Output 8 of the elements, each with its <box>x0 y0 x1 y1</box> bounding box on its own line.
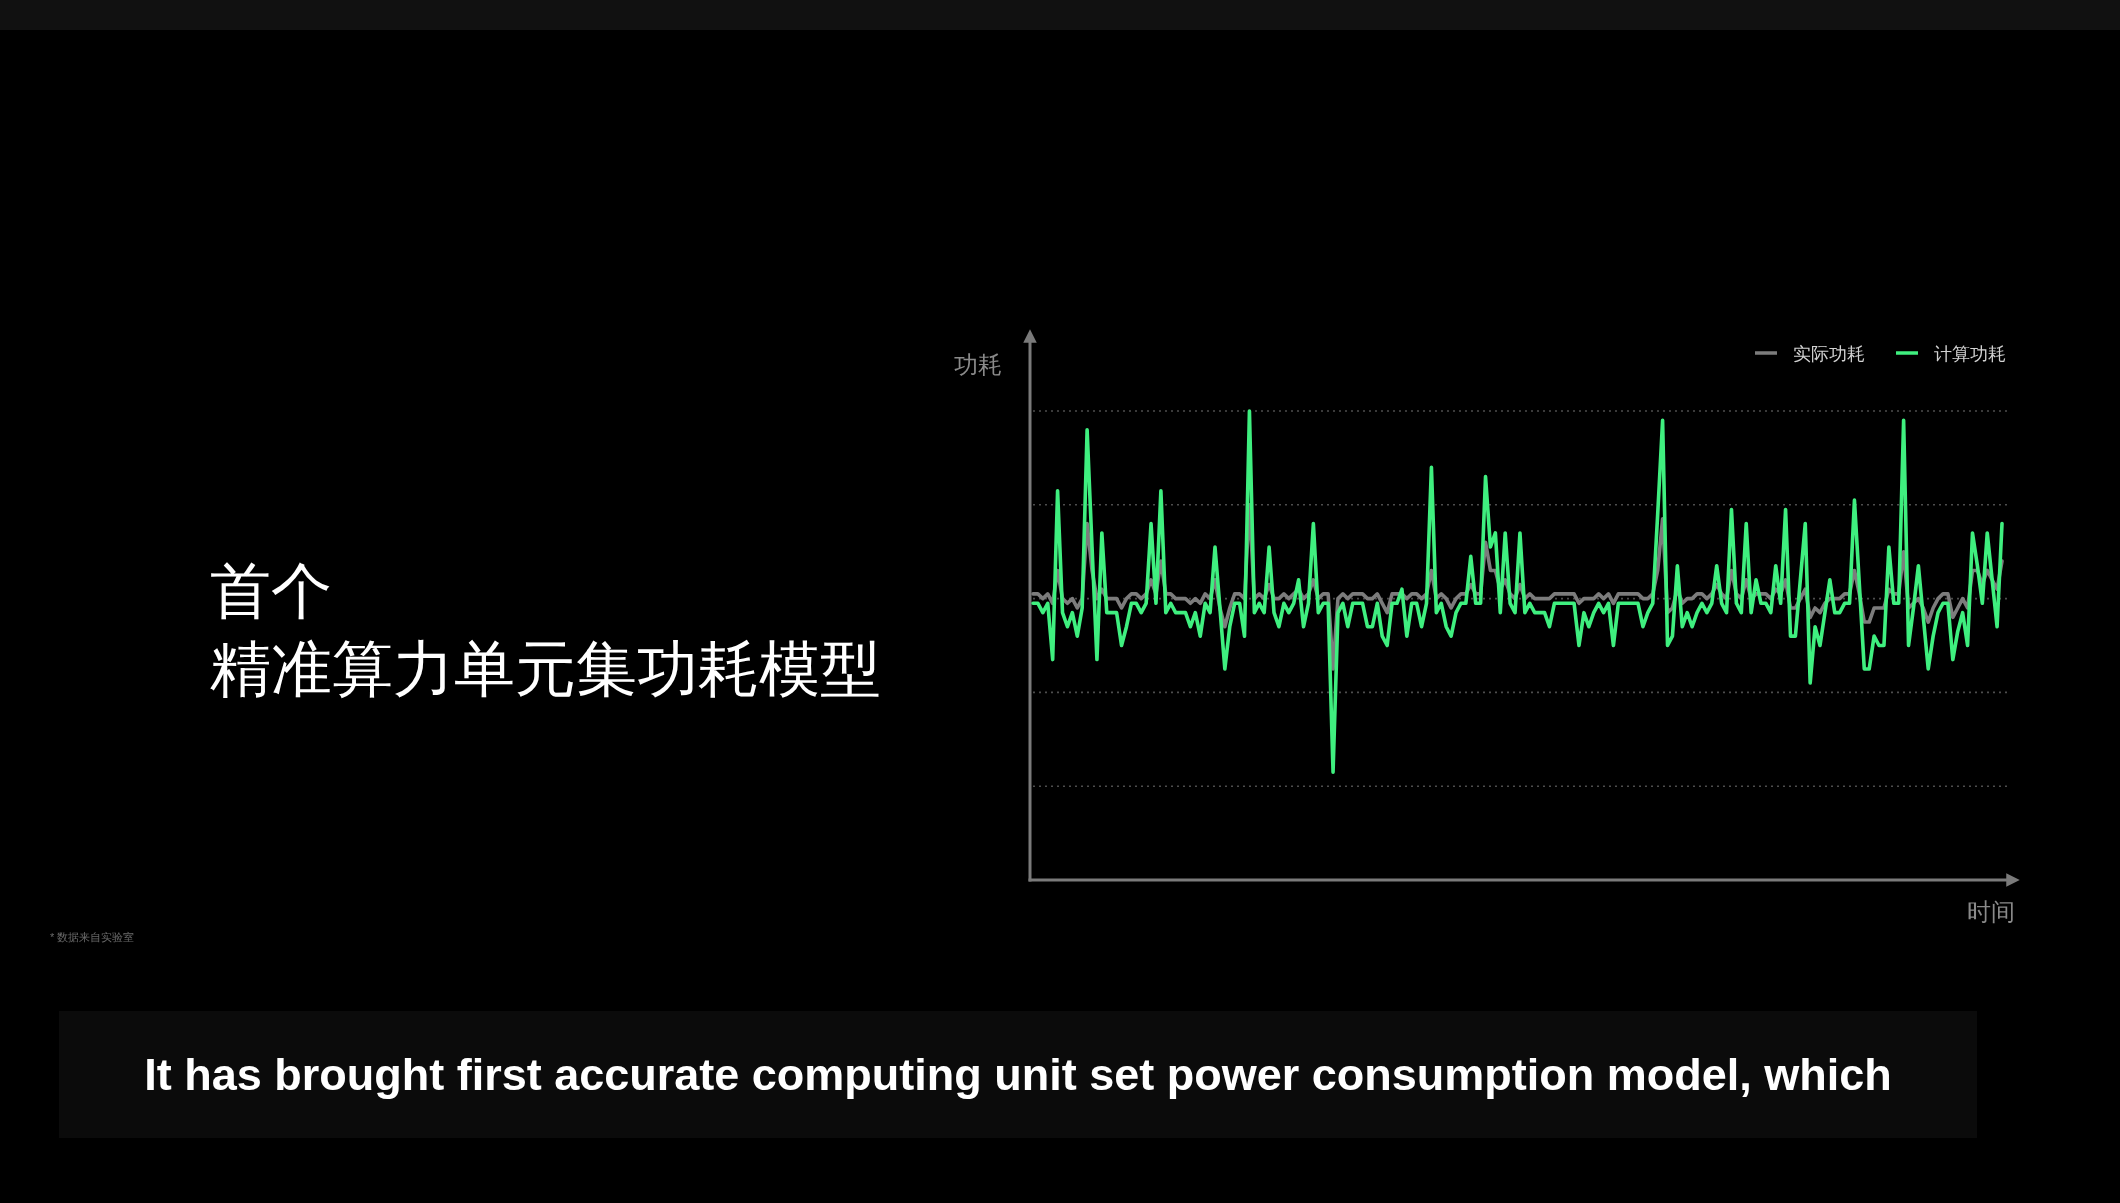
legend-label: 计算功耗 <box>1934 344 2006 364</box>
legend-label: 实际功耗 <box>1793 344 1865 364</box>
x-axis-title: 时间 <box>1967 898 2015 925</box>
text: 首个 <box>210 557 332 625</box>
text: 精准算力单元集功耗模型 <box>210 635 881 703</box>
y-axis-title: 功耗 <box>954 351 1002 378</box>
text: It has brought first accurate computing unit set power consumption model, which <box>144 1047 1892 1102</box>
text: * 数据来自实验室 <box>50 931 135 943</box>
